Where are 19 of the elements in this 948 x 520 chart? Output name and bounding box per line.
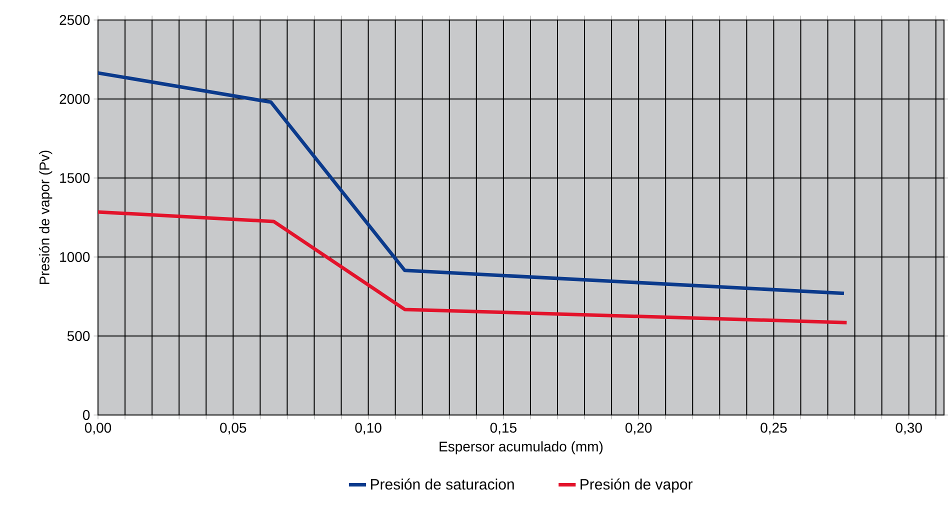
- line-series: [98, 210, 848, 324]
- line-series: [98, 71, 846, 296]
- x-axis-title: Espersor acumulado (mm): [440, 441, 603, 454]
- y-axis-title: Presión de vapor (Pv): [38, 150, 52, 284]
- x-tick-label: 0,05: [220, 422, 246, 434]
- y-tick-label: 2500: [60, 15, 90, 25]
- legend-label: Presión de vapor: [580, 478, 693, 493]
- x-tick-label: 0,30: [896, 422, 922, 434]
- y-tick-label: 1000: [60, 252, 90, 262]
- x-tick-label: 0,25: [760, 422, 787, 434]
- y-tick-label: 0: [82, 410, 90, 420]
- x-tick-label: 0,00: [84, 422, 112, 434]
- x-tick-label: 0,15: [490, 422, 516, 434]
- x-tick-label: 0,10: [355, 422, 382, 434]
- y-tick-label: 500: [67, 331, 90, 341]
- legend-label: Presión de saturacion: [370, 478, 514, 490]
- y-tick-label: 2000: [60, 94, 90, 104]
- y-tick-label: 1500: [60, 173, 90, 183]
- x-tick-label: 0,20: [626, 422, 652, 434]
